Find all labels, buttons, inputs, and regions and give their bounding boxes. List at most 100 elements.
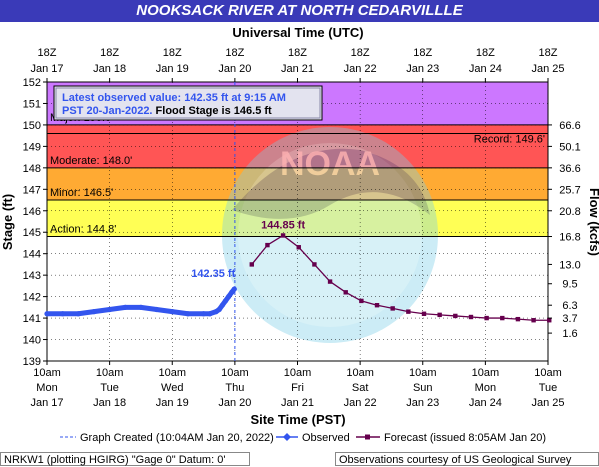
flood-band-label-1: Moderate: 148.0' [50,155,132,167]
left-tick-label-10: 149 [23,141,41,153]
bottom-tick-date-8: Jan 25 [531,397,564,409]
right-tick-label-2: 6.3 [562,300,577,312]
bottom-tick-time-5: 10am [346,367,374,379]
observed-point-1 [60,311,66,317]
legend-observed-marker [283,433,291,441]
forecast-point-2 [280,233,286,238]
forecast-point-9 [390,306,395,311]
observed-point-4 [107,306,113,313]
top-tick-date-6: Jan 23 [406,63,439,75]
bottom-tick-day-6: Sun [413,382,433,394]
right-tick-label-10: 66.6 [559,120,580,132]
left-tick-label-0: 139 [23,356,41,368]
forecast-point-3 [296,245,301,250]
top-tick-date-2: Jan 19 [156,63,189,75]
forecast-point-8 [374,303,380,308]
left-tick-label-1: 140 [23,335,41,347]
observed-point-14 [219,302,225,308]
bottom-tick-date-1: Jan 18 [93,397,126,409]
observed-point-10 [200,311,207,317]
bottom-tick-time-6: 10am [409,367,437,379]
left-tick-label-11: 150 [23,120,41,132]
top-tick-hour-6: 18Z [413,47,432,59]
bottom-tick-day-5: Sat [352,382,369,394]
latest-value-box: Latest observed value: 142.35 ft at 9:15… [53,85,323,121]
top-tick-hour-4: 18Z [288,47,307,59]
legend-graph-created-label: Graph Created (10:04AM Jan 20, 2022) [80,432,274,444]
left-tick-label-12: 151 [23,98,41,110]
observed-point-2 [75,311,81,317]
latest-value-line1: Latest observed value: 142.35 ft at 9:15… [62,92,286,104]
top-tick-hour-3: 18Z [225,47,244,59]
right-axis-ticks: 1.6 3.76.3 9.5 13.0 16.8 20.8 25.7 36.6 50.1 66.6 [548,120,581,340]
bottom-tick-time-2: 10am [158,367,186,379]
observed-point-13 [216,306,222,313]
forecast-point-15 [484,315,489,321]
left-tick-label-13: 152 [23,77,41,89]
bottom-tick-day-4: Fri [291,382,304,394]
top-tick-hour-0: 18Z [38,47,57,59]
bottom-axis-title: Site Time (PST) [250,412,345,427]
top-tick-date-7: Jan 24 [469,63,502,75]
top-tick-date-5: Jan 22 [344,63,377,75]
bottom-tick-day-8: Tue [539,382,558,394]
observed-point-3 [91,309,97,315]
top-tick-hour-1: 18Z [100,47,119,59]
forecast-point-5 [327,279,333,284]
left-tick-label-3: 142 [23,292,41,304]
bottom-tick-time-1: 10am [96,367,124,379]
left-tick-label-5: 144 [23,249,41,261]
right-axis-title: Flow (kcfs) [587,188,599,256]
top-tick-date-0: Jan 17 [30,63,63,75]
point-label-1: 144.85 ft [261,219,305,231]
forecast-point-17 [515,316,521,322]
latest-value-date: PST 20-Jan-2022. [62,105,153,117]
data-source-credit: Observations courtesy of US Geological S… [335,452,599,466]
top-tick-hour-5: 18Z [351,47,370,59]
bottom-axis-ticks: 10am Mon Jan 17 10am Tue Jan 18 10am Wed Jan 19 1… [30,361,565,409]
bottom-tick-day-2: Wed [161,382,183,394]
observed-point-0 [44,311,50,317]
top-tick-hour-7: 18Z [476,47,495,59]
observed-point-7 [153,306,160,313]
bottom-tick-time-7: 10am [472,367,500,379]
bottom-tick-time-4: 10am [284,367,312,379]
bottom-tick-date-6: Jan 23 [406,397,439,409]
top-axis-ticks: 18Z Jan 17 18Z Jan 18 18Z Jan 19 18Z Jan 20 18Z J… [30,47,565,82]
right-tick-label-7: 25.7 [559,184,580,196]
left-tick-label-7: 146 [23,206,41,218]
left-tick-label-6: 145 [23,227,41,239]
bottom-tick-time-8: 10am [534,367,562,379]
point-labels: 142.35 ft 144.85 ft [191,219,305,280]
observed-point-15 [222,298,229,304]
observed-point-16 [226,294,232,300]
top-tick-date-1: Jan 18 [93,63,126,75]
right-tick-label-3: 9.5 [562,279,577,291]
left-tick-label-9: 148 [23,163,41,175]
bottom-tick-day-1: Tue [100,382,119,394]
flood-stage-text: Flood Stage is 146.5 ft [153,105,273,117]
bottom-tick-time-0: 10am [33,367,61,379]
forecast-point-11 [421,311,427,316]
forecast-point-12 [437,312,442,318]
observed-point-5 [122,304,128,310]
left-tick-label-2: 141 [23,313,41,325]
left-axis-ticks: 139 140 141 142 143 144 145 146 147 148 149 150 151 1… [23,77,47,368]
data-series [44,233,552,323]
svg-text:NOAA: NOAA [280,145,380,183]
bottom-tick-date-2: Jan 19 [156,397,189,409]
bottom-tick-date-0: Jan 17 [30,397,63,409]
top-tick-hour-2: 18Z [163,47,182,59]
top-tick-date-4: Jan 21 [281,63,314,75]
bottom-tick-date-5: Jan 22 [344,397,377,409]
forecast-point-4 [312,262,317,267]
right-tick-label-1: 3.7 [562,313,577,325]
top-tick-date-8: Jan 25 [531,63,564,75]
series-line-0 [44,286,237,317]
forecast-point-0 [249,262,254,267]
forecast-point-19 [547,318,552,323]
bottom-tick-day-3: Thu [225,382,244,394]
bottom-tick-day-0: Mon [36,382,57,394]
bottom-tick-day-7: Mon [475,382,496,394]
